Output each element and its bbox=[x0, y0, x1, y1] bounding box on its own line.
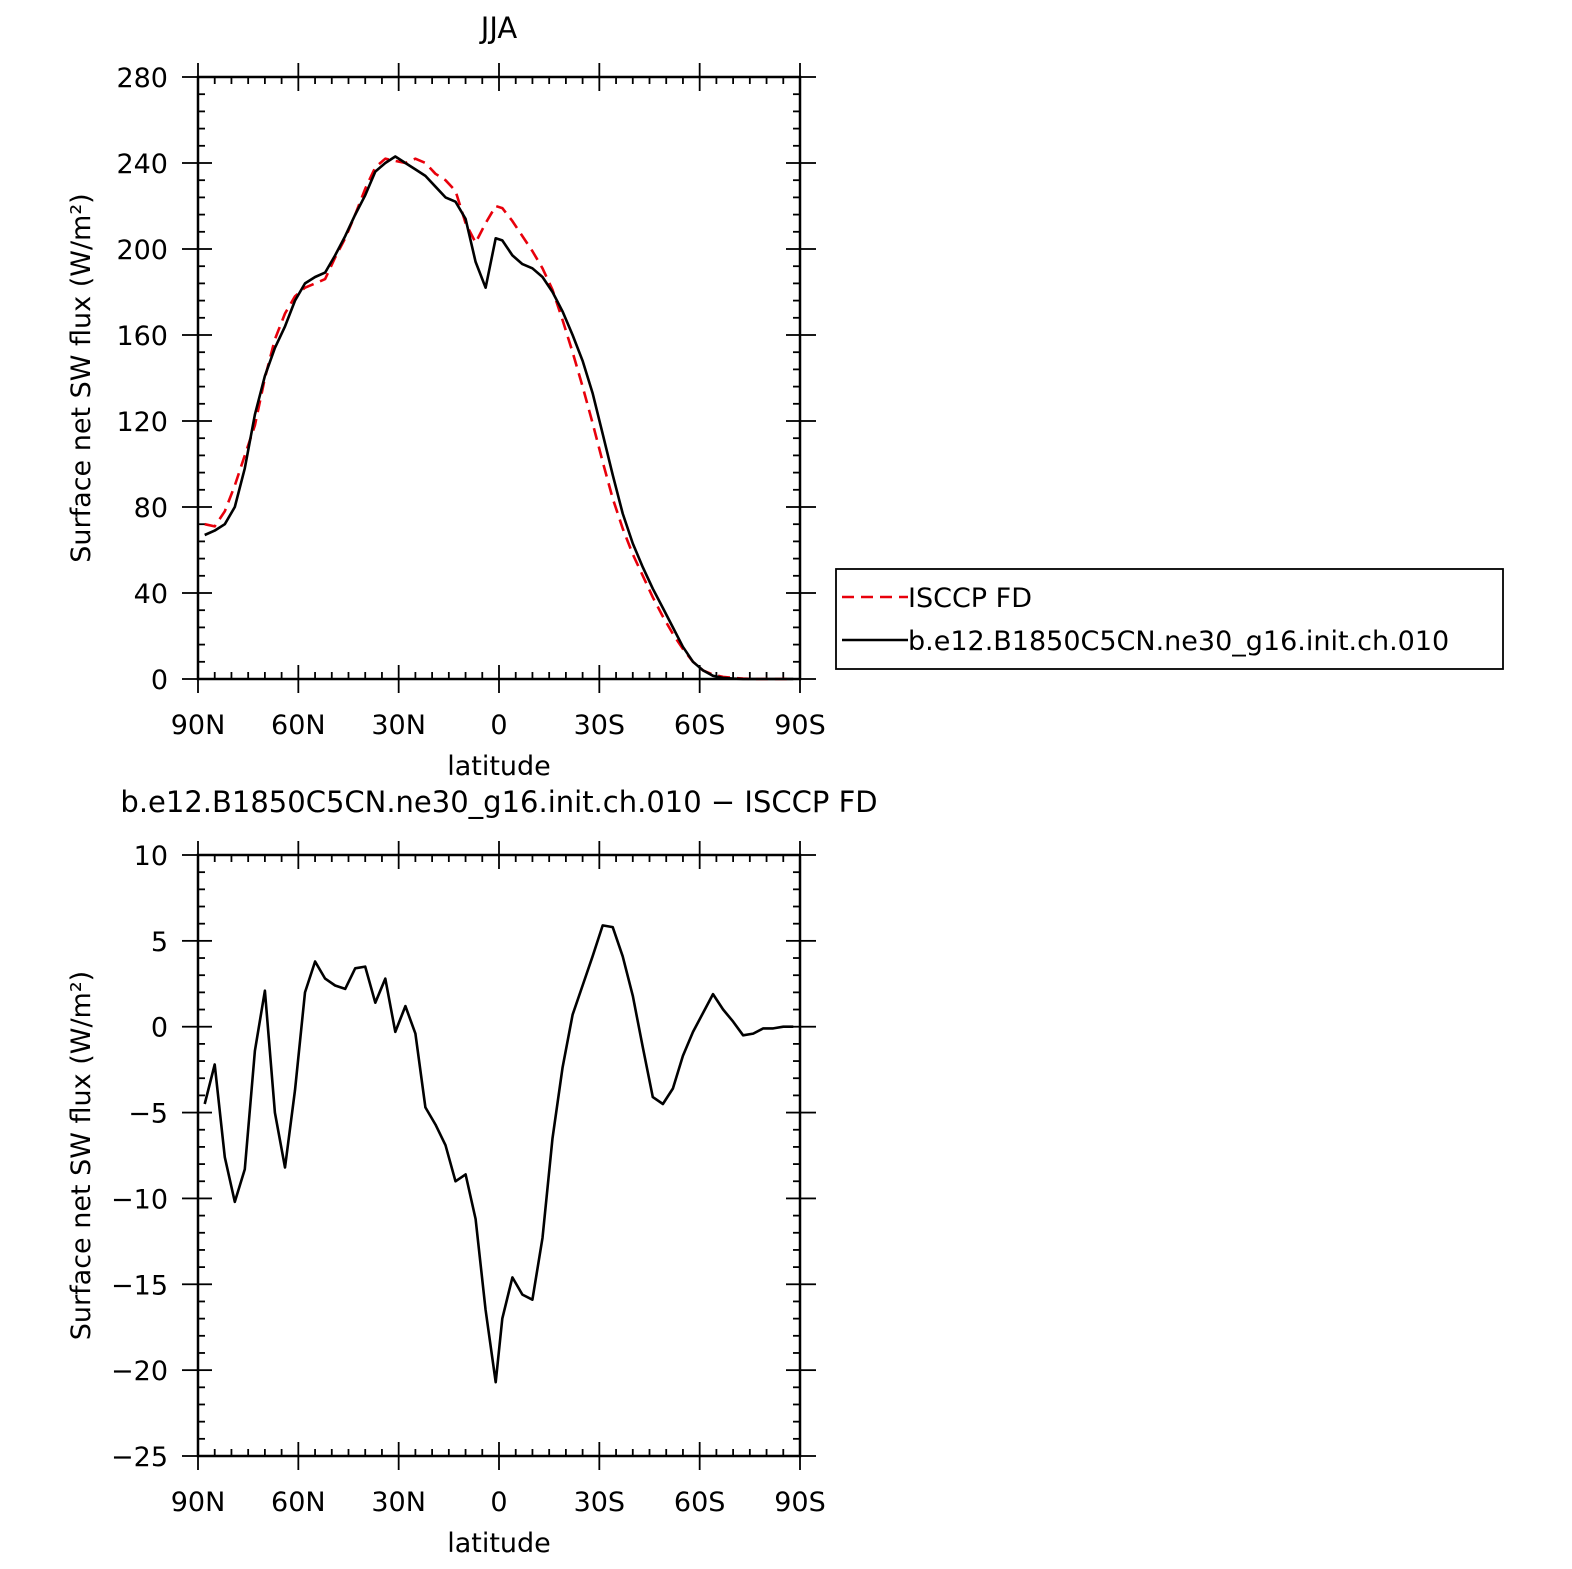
chart-title: b.e12.B1850C5CN.ne30_g16.init.ch.010 − I… bbox=[120, 785, 877, 819]
y-tick-label: −15 bbox=[111, 1270, 168, 1301]
legend-label-2: b.e12.B1850C5CN.ne30_g16.init.ch.010 bbox=[908, 626, 1449, 657]
chart-panel-2: b.e12.B1850C5CN.ne30_g16.init.ch.010 − I… bbox=[66, 785, 878, 1559]
legend-box bbox=[835, 568, 1504, 670]
x-axis-title: latitude bbox=[447, 751, 551, 782]
x-tick-label: 90N bbox=[171, 710, 226, 741]
y-axis-title: Surface net SW flux (W/m²) bbox=[66, 193, 97, 562]
y-tick-label: −5 bbox=[128, 1099, 168, 1130]
x-tick-label: 30S bbox=[574, 710, 626, 741]
x-axis-title: latitude bbox=[447, 1528, 551, 1559]
x-tick-label: 0 bbox=[490, 1487, 507, 1518]
y-tick-label: 40 bbox=[134, 579, 168, 610]
y-tick-label: −20 bbox=[111, 1356, 168, 1387]
y-tick-label: 280 bbox=[116, 63, 168, 94]
y-tick-label: −25 bbox=[111, 1442, 168, 1473]
x-tick-label: 30S bbox=[574, 1487, 626, 1518]
x-tick-label: 90S bbox=[774, 710, 826, 741]
x-tick-label: 60S bbox=[674, 1487, 726, 1518]
y-tick-label: −10 bbox=[111, 1184, 168, 1215]
y-tick-label: 10 bbox=[134, 841, 168, 872]
y-tick-label: 80 bbox=[134, 493, 168, 524]
x-tick-label: 90S bbox=[774, 1487, 826, 1518]
series-line-1 bbox=[204, 157, 794, 681]
y-axis-title: Surface net SW flux (W/m²) bbox=[66, 971, 97, 1340]
series-line-2 bbox=[204, 155, 794, 681]
x-tick-label: 90N bbox=[171, 1487, 226, 1518]
plot-frame bbox=[196, 75, 802, 681]
y-tick-label: 0 bbox=[151, 1013, 168, 1044]
series-line-1 bbox=[203, 924, 794, 1384]
y-tick-label: 200 bbox=[116, 235, 168, 266]
y-tick-label: 160 bbox=[116, 321, 168, 352]
x-tick-label: 60S bbox=[674, 710, 726, 741]
plot-frame bbox=[196, 853, 802, 1458]
x-tick-label: 30N bbox=[371, 710, 426, 741]
chart-panel-1: JJA 90N 60N 30N 0 30S 60S 90S 0 40 80 120 160 200 240 2… bbox=[66, 11, 1504, 782]
y-tick-label: 120 bbox=[116, 407, 168, 438]
y-tick-label: 5 bbox=[151, 927, 168, 958]
y-tick-label: 0 bbox=[151, 665, 168, 696]
x-tick-label: 60N bbox=[271, 710, 326, 741]
y-tick-label: 240 bbox=[116, 149, 168, 180]
x-tick-label: 0 bbox=[490, 710, 507, 741]
legend: ISCCP FD b.e12.B1850C5CN.ne30_g16.init.ch… bbox=[835, 568, 1504, 670]
legend-label-1: ISCCP FD bbox=[908, 583, 1032, 614]
x-tick-label: 30N bbox=[371, 1487, 426, 1518]
x-tick-label: 60N bbox=[271, 1487, 326, 1518]
chart-title: JJA bbox=[479, 11, 518, 45]
